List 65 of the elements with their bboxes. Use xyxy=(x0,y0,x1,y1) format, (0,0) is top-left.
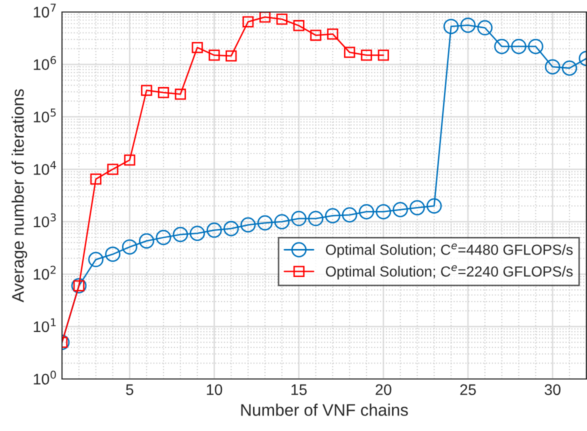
point xyxy=(90,174,102,185)
point xyxy=(88,252,104,268)
legend-label: Optimal Solution; C$^{e}$=2240 GFLOPS/s xyxy=(326,265,573,280)
y-tick-label: 10$^{2}$ xyxy=(34,266,56,280)
point xyxy=(138,233,154,249)
y-tick-label: 10$^{6}$ xyxy=(34,56,56,70)
point xyxy=(224,220,239,236)
x-axis-title: Number of VNF chains xyxy=(241,404,408,416)
point xyxy=(226,50,237,62)
point xyxy=(190,226,205,241)
y-tick-label: 10$^{4}$ xyxy=(34,161,56,175)
point xyxy=(124,154,136,166)
point xyxy=(477,20,493,36)
point xyxy=(358,204,374,220)
x-tick-label: 25 xyxy=(460,384,476,396)
point xyxy=(257,215,273,231)
point xyxy=(156,230,172,246)
point xyxy=(158,87,170,98)
y-tick-label: 10$^{0}$ xyxy=(34,370,56,385)
y-axis-title: Average number of iterations xyxy=(12,89,28,302)
point xyxy=(293,20,304,32)
point xyxy=(544,59,560,74)
point xyxy=(327,28,338,40)
point xyxy=(107,164,118,175)
point xyxy=(410,200,425,216)
y-tick-label: 10$^{1}$ xyxy=(34,318,56,332)
point xyxy=(172,226,188,242)
point xyxy=(259,12,271,23)
point xyxy=(360,50,372,61)
point xyxy=(105,246,120,262)
x-tick-label: 5 xyxy=(126,384,134,396)
point xyxy=(342,207,358,223)
point xyxy=(562,60,578,76)
x-tick-label: 15 xyxy=(292,384,307,396)
point xyxy=(460,18,476,33)
x-tick-label: 10 xyxy=(206,384,222,396)
point xyxy=(392,202,408,218)
point xyxy=(308,210,324,226)
point xyxy=(528,38,544,54)
point xyxy=(325,208,340,224)
point xyxy=(122,239,138,255)
point xyxy=(310,30,322,41)
point xyxy=(174,88,186,100)
point xyxy=(192,42,203,54)
legend-label: Optimal Solution; C$^{e}$=4480 GFLOPS/s xyxy=(326,243,573,258)
y-tick-label: 10$^{7}$ xyxy=(34,4,56,18)
point xyxy=(443,18,459,34)
point xyxy=(208,50,220,61)
point xyxy=(426,198,442,214)
point xyxy=(291,210,306,226)
point xyxy=(276,14,288,25)
point xyxy=(206,222,222,238)
x-tick-label: 20 xyxy=(376,384,392,396)
point xyxy=(494,38,510,54)
point xyxy=(240,217,256,233)
point xyxy=(242,16,254,28)
point xyxy=(141,84,152,96)
point xyxy=(376,204,392,220)
y-tick-label: 10$^{5}$ xyxy=(34,108,56,122)
point xyxy=(511,38,526,54)
point xyxy=(344,46,356,58)
x-tick-label: 30 xyxy=(544,384,560,396)
point xyxy=(378,50,389,61)
point xyxy=(274,214,290,230)
y-tick-label: 10$^{3}$ xyxy=(34,213,56,228)
